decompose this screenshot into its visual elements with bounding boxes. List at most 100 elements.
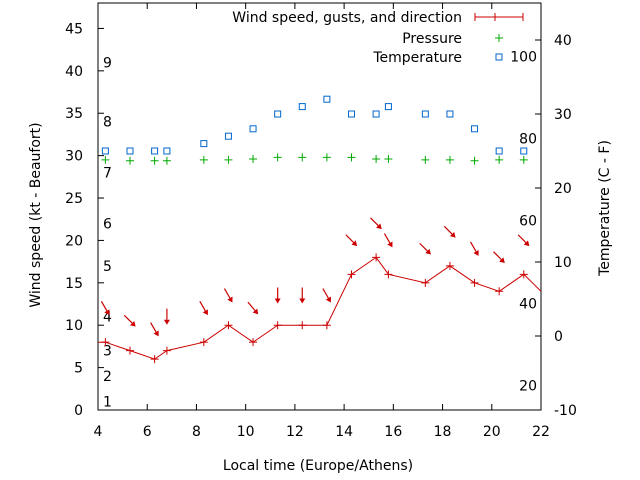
temperature-point: [151, 147, 159, 155]
y-left-tick-label: 25: [65, 191, 83, 207]
temperature-point: [274, 110, 282, 118]
beaufort-label: 1: [103, 395, 112, 411]
y-left-tick-label: 30: [65, 149, 83, 165]
y-left-tick-label: 20: [65, 233, 83, 249]
wind-arrow-shaft: [443, 225, 453, 235]
beaufort-label: 3: [103, 344, 112, 360]
plot-frame: [97, 2, 542, 411]
y-left-tick-label: 0: [74, 403, 83, 419]
fahrenheit-label: 20: [519, 379, 537, 395]
wind-direction-arrow: [223, 288, 233, 303]
wind-direction-arrow: [100, 301, 110, 316]
wind-arrow-shaft: [150, 322, 157, 333]
legend: Wind speed, gusts, and direction Pressure…: [232, 10, 524, 66]
wind-arrow-shaft: [223, 288, 231, 299]
wind-arrow-head: [104, 309, 110, 316]
legend-swatch-pressure: [495, 34, 503, 42]
wind-direction-arrow: [383, 233, 393, 248]
wind-speed-point: [421, 278, 430, 287]
temperature-point: [163, 147, 171, 155]
wind-arrow-shaft: [383, 233, 391, 244]
beaufort-label: 8: [103, 115, 112, 131]
temperature-point: [224, 132, 232, 140]
temperature-point: [421, 110, 429, 118]
pressure-point: [150, 156, 159, 165]
wind-speed-point: [495, 287, 504, 296]
data-layer: [98, 95, 542, 364]
wind-arrow-head: [163, 319, 170, 325]
beaufort-label: 6: [103, 216, 112, 232]
temperature-point: [384, 103, 392, 111]
wind-arrow-head: [425, 248, 431, 255]
wind-speed-point: [249, 338, 258, 347]
wind-speed-point: [372, 253, 381, 262]
wind-arrow-shaft: [370, 217, 379, 227]
y-left-tick-label: 15: [65, 276, 83, 292]
wind-direction-arrow: [517, 234, 530, 247]
wind-arrow-head: [274, 298, 281, 304]
y-right-tick-label: 0: [554, 329, 563, 345]
fahrenheit-label: 80: [519, 131, 537, 147]
temperature-point: [126, 147, 134, 155]
pressure-point: [372, 155, 381, 164]
temperature-point: [446, 110, 454, 118]
legend-label-wind: Wind speed, gusts, and direction: [232, 10, 462, 26]
wind-arrow-head: [153, 330, 159, 337]
wind-arrow-shaft: [123, 314, 133, 324]
y-right-tick-label: 10: [554, 255, 572, 271]
pressure-point: [162, 156, 171, 165]
x-tick-label: 8: [192, 424, 201, 440]
wind-arrow-shaft: [470, 241, 477, 252]
temperature-point: [298, 103, 306, 111]
pressure-point: [273, 153, 282, 162]
wind-direction-arrow: [150, 322, 159, 337]
wind-speed-point: [322, 321, 331, 330]
y-axis-label-left: Wind speed (kt - Beaufort): [28, 122, 44, 307]
y-axis-label-right: Temperature (C - F): [597, 140, 613, 277]
wind-arrow-head: [252, 308, 259, 315]
legend-label-pressure: Pressure: [402, 31, 462, 47]
wind-arrow-head: [129, 320, 136, 327]
legend-swatch-temperature: [495, 53, 503, 61]
pressure-point: [199, 155, 208, 164]
wind-direction-arrow: [299, 287, 306, 304]
x-tick-label: 14: [335, 424, 353, 440]
pressure-point: [384, 155, 393, 164]
wind-direction-arrow: [163, 308, 170, 325]
wind-direction-arrow: [199, 301, 208, 316]
wind-speed-point: [470, 278, 479, 287]
wind-direction-arrow: [370, 217, 382, 230]
pressure-point: [445, 155, 454, 164]
wind-speed-point: [150, 355, 159, 364]
beaufort-label: 2: [103, 369, 112, 385]
wind-direction-arrow: [322, 288, 331, 303]
pressure-point: [421, 155, 430, 164]
pressure-point: [495, 155, 504, 164]
temperature-point: [249, 125, 257, 133]
wind-speed-point: [199, 338, 208, 347]
wind-arrow-head: [227, 296, 233, 303]
wind-arrow-shaft: [322, 288, 329, 299]
wind-speed-point: [273, 321, 282, 330]
wind-direction-arrow: [419, 242, 431, 255]
wind-direction-arrow: [493, 251, 505, 264]
temperature-point: [520, 147, 528, 155]
x-tick-label: 4: [94, 424, 103, 440]
wind-speed-point: [298, 321, 307, 330]
wind-arrow-head: [351, 240, 358, 247]
legend-swatch-wind-ticks: [474, 13, 524, 21]
wind-arrow-shaft: [345, 234, 355, 243]
wind-arrow-head: [202, 309, 208, 316]
y-right-tick-label: 30: [554, 107, 572, 123]
wind-arrow-head: [523, 240, 530, 247]
y-left-tick-label: 10: [65, 318, 83, 334]
x-axis-label: Local time (Europe/Athens): [223, 458, 413, 474]
y-left-tick-label: 45: [65, 21, 83, 37]
legend-label-temperature: Temperature: [372, 50, 462, 66]
wind-speed-line: [98, 256, 542, 360]
wind-arrow-shaft: [100, 301, 108, 312]
wind-arrow-shaft: [517, 234, 527, 243]
wind-arrow-head: [473, 249, 479, 256]
wind-arrow-shaft: [199, 301, 206, 312]
